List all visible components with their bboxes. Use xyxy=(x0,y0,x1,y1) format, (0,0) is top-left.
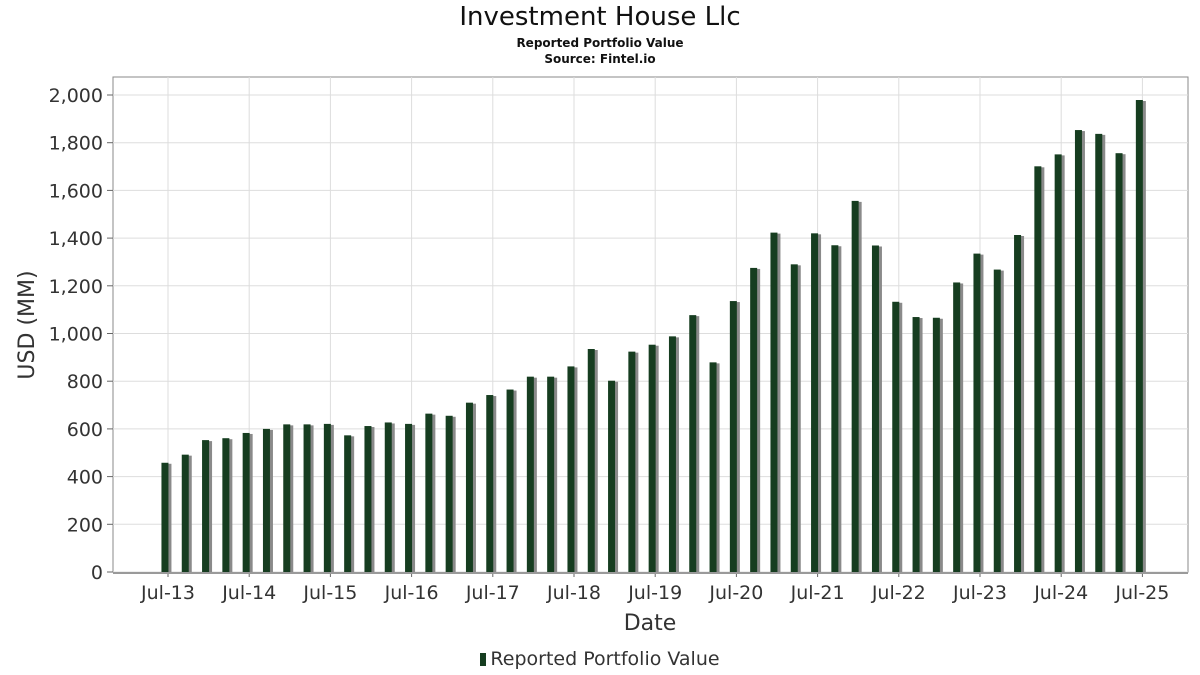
bar xyxy=(892,301,900,572)
chart-subtitle: Reported Portfolio Value xyxy=(516,36,684,50)
bar xyxy=(364,426,372,572)
bar xyxy=(770,232,778,572)
bar xyxy=(1034,166,1042,572)
bar xyxy=(1135,100,1143,573)
chart-title: Investment House Llc xyxy=(459,2,741,32)
y-tick-label: 800 xyxy=(67,371,103,393)
bar xyxy=(932,317,940,572)
bar xyxy=(323,423,331,572)
y-tick-label: 1,000 xyxy=(49,324,103,346)
y-tick-label: 400 xyxy=(67,467,103,489)
bar xyxy=(1115,153,1123,572)
legend-swatch xyxy=(480,653,487,666)
bar xyxy=(283,424,291,572)
bar xyxy=(161,462,169,572)
bar xyxy=(790,264,798,572)
bar xyxy=(1054,154,1062,572)
legend-label: Reported Portfolio Value xyxy=(490,648,720,670)
bar xyxy=(181,454,189,572)
x-tick-label: Jul-15 xyxy=(302,582,357,604)
x-tick-label: Jul-23 xyxy=(952,582,1007,604)
bar xyxy=(709,362,717,572)
x-tick-label: Jul-25 xyxy=(1114,582,1169,604)
bar xyxy=(811,233,819,572)
chart-source: Source: Fintel.io xyxy=(544,52,656,66)
bar xyxy=(222,438,230,572)
y-tick-label: 1,600 xyxy=(49,180,103,202)
bar xyxy=(262,428,270,572)
x-tick-label: Jul-19 xyxy=(627,582,682,604)
bar xyxy=(465,402,473,572)
bar xyxy=(405,423,413,572)
x-axis-label: Date xyxy=(624,611,677,636)
bar xyxy=(202,440,210,572)
bar xyxy=(547,376,555,572)
x-tick-label: Jul-16 xyxy=(384,582,439,604)
bar xyxy=(486,395,494,572)
bar xyxy=(1014,234,1022,572)
x-tick-label: Jul-18 xyxy=(546,582,601,604)
y-tick-label: 1,200 xyxy=(49,276,103,298)
bar xyxy=(912,317,920,572)
y-tick-label: 600 xyxy=(67,419,103,441)
bar xyxy=(425,413,433,572)
bar xyxy=(831,245,839,572)
bar xyxy=(344,435,352,572)
y-tick-label: 2,000 xyxy=(49,85,103,107)
x-tick-label: Jul-22 xyxy=(871,582,926,604)
bar xyxy=(993,269,1001,572)
bar xyxy=(526,376,534,572)
bar xyxy=(303,424,311,572)
bar xyxy=(506,389,514,572)
bar xyxy=(587,349,595,572)
x-tick-label: Jul-17 xyxy=(465,582,520,604)
bar xyxy=(973,253,981,573)
bar xyxy=(384,422,392,572)
bar xyxy=(1074,130,1082,572)
x-tick-label: Jul-21 xyxy=(790,582,845,604)
x-tick-label: Jul-14 xyxy=(221,582,276,604)
x-tick-label: Jul-24 xyxy=(1033,582,1088,604)
bar xyxy=(648,344,656,572)
bar xyxy=(729,301,737,572)
bar xyxy=(1095,133,1103,573)
bar xyxy=(608,380,616,572)
bar xyxy=(750,267,758,572)
y-tick-label: 1,400 xyxy=(49,228,103,250)
y-tick-label: 1,800 xyxy=(49,133,103,155)
bar xyxy=(567,366,575,572)
legend: Reported Portfolio Value xyxy=(0,648,1200,670)
y-axis-label: USD (MM) xyxy=(15,270,40,379)
bar xyxy=(953,282,961,572)
bar xyxy=(445,415,453,572)
x-tick-label: Jul-20 xyxy=(708,582,763,604)
bar xyxy=(689,315,697,572)
bar xyxy=(851,200,859,573)
x-tick-label: Jul-13 xyxy=(140,582,195,604)
bar xyxy=(242,432,250,572)
y-tick-label: 200 xyxy=(67,514,103,536)
bar xyxy=(628,351,636,572)
y-tick-label: 0 xyxy=(91,562,103,584)
bar xyxy=(668,336,676,572)
bar xyxy=(871,245,879,572)
